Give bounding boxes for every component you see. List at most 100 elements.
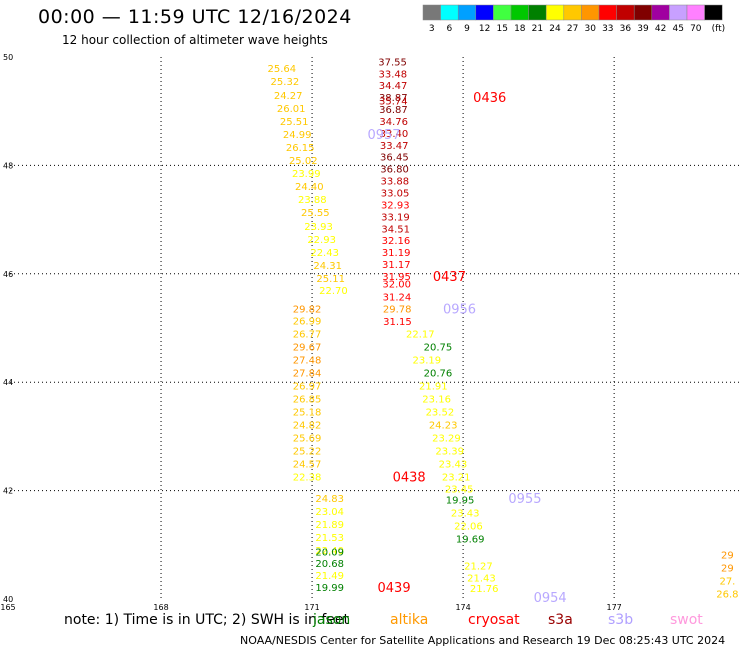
wave-height-label: 31.15 (383, 317, 412, 328)
page-subtitle: 12 hour collection of altimeter wave hei… (62, 33, 328, 47)
axis-tick-labels: 165 168 171 174 177 50 48 46 44 42 40 (0, 53, 621, 612)
legend-swatch (651, 4, 670, 21)
wave-height-label: 23.39 (435, 446, 464, 457)
legend-swatch (686, 4, 705, 21)
legend-swatch (493, 4, 512, 21)
wave-height-label: 29 (721, 551, 734, 562)
wave-height-label: 25.69 (293, 433, 322, 444)
wave-height-label: 24.82 (293, 420, 322, 431)
legend-label: 36 (620, 24, 632, 34)
wave-height-label: 26.85 (293, 394, 322, 405)
pass-time-label: 0955 (508, 492, 541, 507)
pass-time-label: 0438 (393, 471, 426, 486)
wave-height-label: 23.52 (426, 407, 455, 418)
wave-height-label: 27.84 (293, 368, 322, 379)
wave-height-label: 24.23 (429, 420, 458, 431)
legend-swatch (457, 4, 477, 21)
footer-note: note: 1) Time is in UTC; 2) SWH is in fe… (64, 612, 350, 628)
wave-height-label: 21.91 (419, 381, 448, 392)
legend-label: 21 (532, 24, 543, 34)
lat-tick-44: 44 (3, 378, 13, 387)
lon-tick-177: 177 (606, 603, 621, 612)
wave-height-label: 33.88 (380, 177, 409, 188)
wave-height-label: 34.76 (379, 117, 408, 128)
wave-height-label: 25.22 (293, 446, 322, 457)
wave-height-label: 22.17 (406, 329, 435, 340)
pass-time-label: 0439 (378, 581, 411, 596)
wave-height-readings: 37.5533.4834.4738.8735.7436.8734.7633.40… (268, 57, 739, 600)
wave-height-label: 33.05 (381, 189, 410, 200)
wave-height-label: 22.70 (319, 286, 348, 297)
wave-height-label: 31.19 (382, 248, 411, 259)
wave-height-label: 19.69 (456, 534, 485, 545)
wave-height-label: 23.43 (451, 508, 480, 519)
legend-swatch (581, 4, 600, 21)
pass-time-label: 0956 (443, 302, 476, 317)
legend-swatch (528, 4, 547, 21)
legend-label: 27 (567, 24, 578, 34)
pass-time-labels: 0436 0957 0437 0956 0438 0955 0439 0954 (367, 91, 566, 606)
wave-height-label: 25.51 (280, 117, 309, 128)
legend-unit: (ft) (712, 24, 726, 34)
wave-height-label: 24.31 (313, 261, 342, 272)
legend-swatch (545, 4, 565, 21)
wave-height-label: 21.27 (464, 561, 493, 572)
wave-height-label: 24.83 (315, 494, 344, 505)
wave-height-label: 33.47 (380, 141, 409, 152)
wave-height-label: 24.99 (283, 130, 312, 141)
wave-height-label: 23.88 (298, 195, 327, 206)
legend-label: 39 (637, 24, 649, 34)
footer-credit: NOAA/NESDIS Center for Satellite Applica… (240, 634, 726, 647)
legend-swatch (563, 4, 582, 21)
legend-label: 33 (602, 24, 613, 34)
wave-height-label: 22.93 (307, 235, 336, 246)
legend-label: 30 (584, 24, 596, 34)
lon-tick-168: 168 (153, 603, 168, 612)
lat-tick-42: 42 (3, 487, 13, 496)
wave-height-label: 22.38 (293, 473, 322, 484)
lat-tick-48: 48 (3, 161, 13, 170)
wave-height-label: 19.95 (446, 495, 475, 506)
satellite-key-cryosat: cryosat (468, 612, 520, 628)
wave-height-label: 21.49 (315, 571, 344, 582)
wave-height-label: 24.27 (274, 91, 303, 102)
legend-label: 6 (447, 24, 453, 34)
satellite-key-s3a: s3a (548, 612, 573, 628)
legend-label: 42 (655, 24, 666, 34)
legend-swatch (669, 4, 688, 21)
legend-label: 15 (496, 24, 507, 34)
wave-height-label: 20.76 (424, 368, 453, 379)
wave-height-label: 25.18 (293, 407, 322, 418)
wave-height-label: 19.99 (315, 583, 344, 594)
wave-height-label: 33.19 (381, 212, 410, 223)
wave-height-label: 36.80 (380, 165, 409, 176)
wave-height-label: 25.11 (316, 274, 345, 285)
wave-height-label: 23.93 (304, 222, 333, 233)
pass-time-label: 0957 (367, 128, 400, 143)
pass-time-label: 0436 (473, 91, 506, 106)
wave-height-label: 32.16 (382, 236, 411, 247)
wave-height-label: 31.17 (382, 260, 411, 271)
lat-tick-40: 40 (3, 595, 13, 604)
wave-height-label: 22.06 (454, 521, 483, 532)
wave-height-label: 25.55 (301, 208, 330, 219)
wave-height-label: 23.29 (432, 433, 461, 444)
wave-height-label: 33.40 (380, 129, 409, 140)
wave-height-label: 25.64 (268, 64, 297, 75)
wave-height-label: 21.43 (467, 573, 496, 584)
lat-tick-50: 50 (3, 53, 13, 62)
legend-label: 12 (479, 24, 490, 34)
lon-tick-171: 171 (304, 603, 319, 612)
lat-lon-grid (10, 57, 740, 599)
legend-swatch (704, 4, 723, 21)
wave-height-label: 33.48 (379, 69, 408, 80)
wave-height-label: 22.40 (315, 546, 344, 557)
wave-height-label: 25.02 (289, 156, 318, 167)
wave-height-label: 31.95 (382, 272, 411, 283)
wave-height-label: 35.74 (379, 96, 408, 107)
legend-label: 18 (514, 24, 526, 34)
legend-swatch (475, 4, 494, 21)
wave-height-label: 25.32 (271, 77, 300, 88)
wave-height-label: 36.45 (380, 153, 409, 164)
